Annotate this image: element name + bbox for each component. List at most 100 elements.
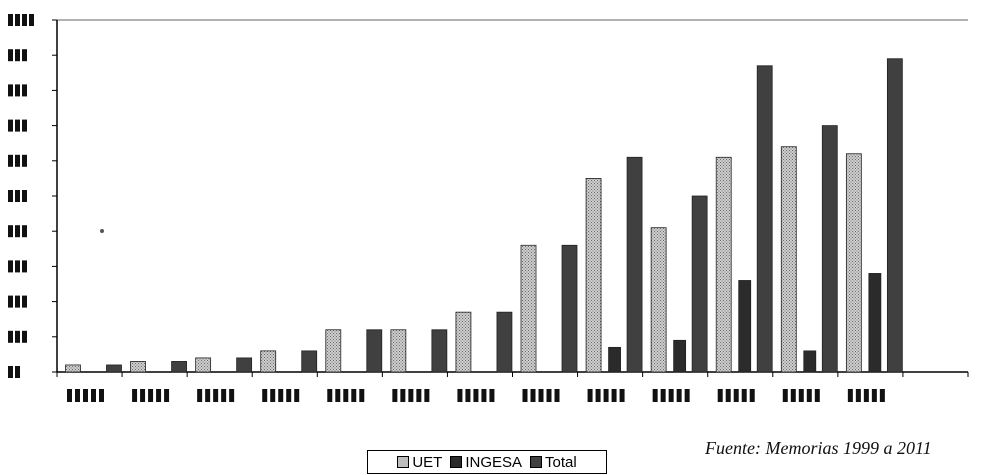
y-tick-label-7-glyph-0: [8, 119, 13, 132]
bar-ingesa-9: [673, 339, 687, 373]
bar-total-2: [236, 357, 253, 373]
x-tick-label-5-glyph-3: [416, 389, 422, 402]
x-tick-label-7-glyph-0: [522, 389, 528, 402]
x-tick-label-11-glyph-3: [806, 389, 812, 402]
bar-uet-9: [650, 227, 667, 373]
bar-uet-8: [585, 177, 602, 373]
bar-total-8: [626, 156, 643, 373]
y-tick-label-4-glyph-2: [22, 225, 27, 238]
y-tick-label-7-glyph-2: [22, 119, 27, 132]
bar-ingesa-11: [803, 350, 817, 373]
y-tick-label-8-glyph-1: [15, 84, 20, 97]
uet-swatch: [397, 456, 410, 468]
x-tick-label-4-glyph-2: [343, 389, 349, 402]
y-tick-label-9-glyph-1: [15, 49, 20, 62]
x-tick-label-6-glyph-2: [473, 389, 479, 402]
x-tick-label-10-glyph-2: [733, 389, 739, 402]
x-tick-label-9-glyph-2: [668, 389, 674, 402]
x-tick-label-12-glyph-0: [847, 389, 853, 402]
x-tick-label-6-glyph-3: [481, 389, 487, 402]
bar-uet-3: [260, 350, 277, 373]
x-tick-label-7-glyph-2: [538, 389, 544, 402]
x-tick-label-9-glyph-1: [660, 389, 666, 402]
x-tick-label-4-glyph-1: [335, 389, 341, 402]
x-tick-label-4-glyph-4: [359, 389, 365, 402]
y-tick-label-5-glyph-2: [22, 190, 27, 202]
x-tick-label-8-glyph-3: [611, 389, 617, 402]
x-tick-label-2-glyph-3: [221, 389, 227, 402]
x-tick-label-3-glyph-2: [278, 389, 284, 402]
y-tick-label-4-glyph-1: [15, 225, 20, 238]
x-tick-label-10-glyph-1: [725, 389, 731, 402]
x-tick-label-10-glyph-3: [741, 389, 747, 402]
y-tick-label-5-glyph-1: [15, 190, 20, 202]
y-tick-label-6-glyph-2: [22, 154, 27, 167]
y-tick-label-10-glyph-3: [29, 14, 34, 26]
x-tick-label-0-glyph-0: [67, 389, 72, 402]
x-tick-label-9-glyph-4: [684, 389, 690, 402]
x-tick-label-3-glyph-4: [294, 389, 300, 402]
legend: UET INGESA Total: [367, 450, 607, 474]
x-tick-label-11-glyph-2: [798, 389, 804, 402]
x-tick-label-2-glyph-2: [213, 389, 219, 402]
legend-item-uet: UET: [397, 454, 442, 471]
y-tick-label-1-glyph-0: [8, 330, 13, 343]
x-tick-label-12-glyph-3: [871, 389, 877, 402]
legend-label-ingesa: INGESA: [465, 453, 522, 471]
y-tick-label-2-glyph-0: [8, 295, 13, 308]
x-tick-label-5-glyph-0: [392, 389, 398, 402]
x-tick-label-4-glyph-3: [351, 389, 357, 402]
bar-ingesa-8: [608, 346, 621, 373]
y-tick-label-7-glyph-1: [15, 119, 20, 132]
x-tick-label-3-glyph-3: [286, 389, 292, 402]
y-tick-label-6-glyph-0: [8, 154, 13, 167]
x-tick-label-8-glyph-0: [587, 389, 593, 402]
x-tick-label-1-glyph-1: [140, 389, 146, 402]
y-tick-label-1-glyph-1: [15, 330, 20, 343]
total-swatch: [530, 456, 542, 468]
y-tick-label-2-glyph-2: [22, 295, 27, 308]
y-tick-label-10-glyph-2: [22, 14, 27, 26]
bar-total-5: [431, 329, 448, 373]
ingesa-swatch: [450, 456, 463, 468]
y-tick-label-8-glyph-0: [8, 84, 13, 97]
x-tick-label-4-glyph-0: [327, 389, 333, 402]
x-tick-label-5-glyph-2: [408, 389, 414, 402]
x-tick-label-1-glyph-0: [132, 389, 138, 402]
y-tick-label-9-glyph-0: [8, 49, 13, 62]
x-tick-label-1-glyph-4: [164, 389, 170, 402]
y-tick-label-3-glyph-0: [8, 260, 13, 273]
bar-uet-1: [130, 361, 146, 373]
bar-total-12: [886, 58, 903, 373]
x-tick-label-8-glyph-2: [603, 389, 609, 402]
y-tick-label-10-glyph-0: [8, 14, 13, 26]
bar-uet-4: [325, 329, 342, 373]
x-tick-label-8-glyph-4: [619, 389, 625, 402]
x-tick-label-0-glyph-1: [75, 389, 80, 402]
legend-item-total: Total: [530, 454, 577, 471]
y-tick-label-8-glyph-2: [22, 84, 27, 97]
y-tick-label-10-glyph-1: [15, 14, 20, 26]
x-tick-label-10-glyph-0: [717, 389, 723, 402]
x-tick-label-7-glyph-4: [554, 389, 560, 402]
x-tick-label-2-glyph-0: [197, 389, 203, 402]
x-tick-label-7-glyph-3: [546, 389, 552, 402]
bar-ingesa-10: [738, 280, 752, 373]
x-tick-label-1-glyph-2: [148, 389, 154, 402]
x-tick-label-0-glyph-3: [91, 389, 96, 402]
legend-item-ingesa: INGESA: [450, 454, 522, 471]
y-tick-label-3-glyph-2: [22, 260, 27, 273]
x-tick-label-9-glyph-0: [652, 389, 658, 402]
bar-total-9: [691, 195, 708, 373]
x-tick-label-12-glyph-4: [879, 389, 885, 402]
x-tick-label-7-glyph-1: [530, 389, 536, 402]
x-tick-label-12-glyph-1: [855, 389, 861, 402]
bar-total-7: [561, 244, 578, 373]
x-tick-label-12-glyph-2: [863, 389, 869, 402]
y-tick-label-2-glyph-1: [15, 295, 20, 308]
bar-uet-5: [390, 329, 407, 373]
x-tick-label-6-glyph-0: [457, 389, 463, 402]
x-tick-label-2-glyph-1: [205, 389, 211, 402]
stray-dot-mark: [100, 229, 104, 233]
y-tick-label-4-glyph-0: [8, 225, 13, 238]
